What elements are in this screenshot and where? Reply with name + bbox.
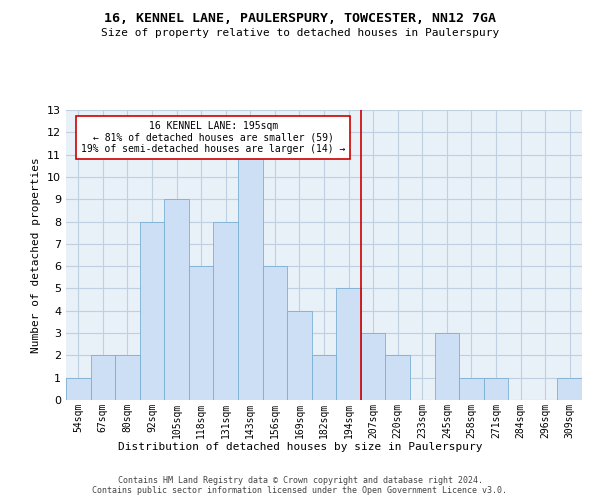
Bar — [287, 311, 312, 400]
Bar — [361, 333, 385, 400]
Bar — [434, 333, 459, 400]
Bar — [91, 356, 115, 400]
Text: Contains HM Land Registry data © Crown copyright and database right 2024.
Contai: Contains HM Land Registry data © Crown c… — [92, 476, 508, 495]
Bar — [238, 154, 263, 400]
Bar — [214, 222, 238, 400]
Bar — [263, 266, 287, 400]
Bar — [115, 356, 140, 400]
Bar — [140, 222, 164, 400]
Bar — [189, 266, 214, 400]
Bar — [164, 199, 189, 400]
Text: 16 KENNEL LANE: 195sqm
← 81% of detached houses are smaller (59)
19% of semi-det: 16 KENNEL LANE: 195sqm ← 81% of detached… — [81, 121, 346, 154]
Text: Distribution of detached houses by size in Paulerspury: Distribution of detached houses by size … — [118, 442, 482, 452]
Bar — [484, 378, 508, 400]
Bar — [312, 356, 336, 400]
Y-axis label: Number of detached properties: Number of detached properties — [31, 157, 41, 353]
Text: 16, KENNEL LANE, PAULERSPURY, TOWCESTER, NN12 7GA: 16, KENNEL LANE, PAULERSPURY, TOWCESTER,… — [104, 12, 496, 26]
Bar — [459, 378, 484, 400]
Bar — [557, 378, 582, 400]
Bar — [336, 288, 361, 400]
Bar — [66, 378, 91, 400]
Text: Size of property relative to detached houses in Paulerspury: Size of property relative to detached ho… — [101, 28, 499, 38]
Bar — [385, 356, 410, 400]
